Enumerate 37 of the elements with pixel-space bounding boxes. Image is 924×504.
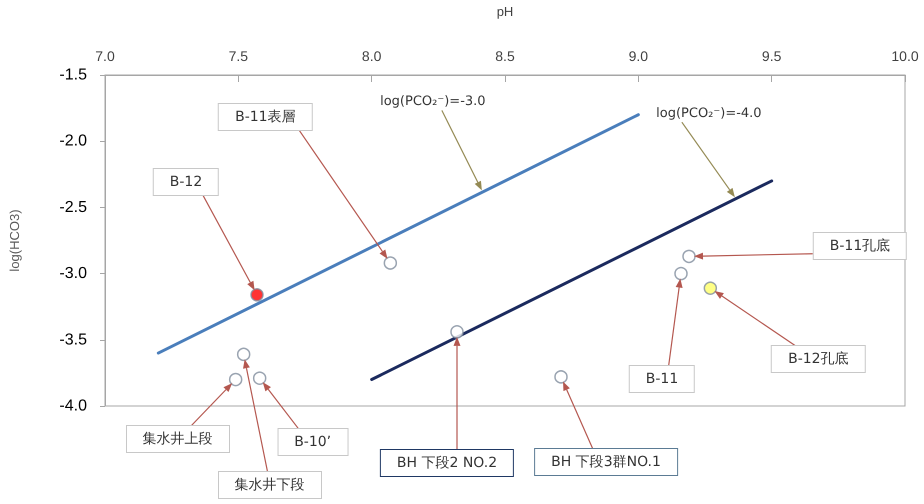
x-tick-label: 9.5 — [762, 48, 782, 64]
point — [704, 281, 718, 295]
y-tick-label: -4.0 — [59, 398, 88, 414]
text: B-10’ — [294, 434, 332, 450]
x-tick-label: 8.5 — [495, 48, 515, 64]
text: log(PCO₂⁻)=-3.0 — [380, 94, 486, 110]
text: B-12 — [170, 174, 202, 190]
point — [450, 325, 464, 339]
point — [250, 288, 264, 302]
text: BH 下段3群NO.1 — [551, 454, 661, 470]
point — [236, 348, 250, 362]
text: log(PCO₂⁻)=-4.0 — [656, 106, 762, 122]
y-tick-label: -2.0 — [59, 132, 88, 150]
point — [554, 370, 568, 384]
x-tick-label: 8.0 — [362, 48, 382, 64]
text: B-11表層 — [235, 109, 296, 125]
text: B-11 — [646, 370, 678, 387]
text: BH 下段2 NO.2 — [396, 454, 498, 471]
point — [682, 250, 696, 264]
x-tick-label: 10.0 — [891, 48, 919, 64]
x-axis-title: pH — [496, 4, 514, 19]
text: 集水井上段 — [142, 430, 213, 447]
y-tick-label: -1.5 — [59, 66, 88, 84]
y-axis-title: log(HCO3) — [7, 209, 22, 272]
x-tick-label: 7.0 — [95, 48, 115, 64]
y-tick-label: -3.5 — [59, 331, 88, 348]
x-tick-label: 7.5 — [228, 48, 248, 64]
text: 集水井下段 — [234, 477, 305, 494]
x-tick-label: 9.0 — [628, 48, 648, 64]
y-tick-label: -2.5 — [59, 198, 88, 216]
text: B-11孔底 — [830, 238, 890, 254]
point — [384, 256, 398, 270]
point — [674, 266, 688, 280]
point — [228, 372, 242, 386]
y-tick-label: -3.0 — [59, 265, 88, 282]
point — [252, 371, 266, 385]
text: B-12孔底 — [788, 351, 849, 368]
